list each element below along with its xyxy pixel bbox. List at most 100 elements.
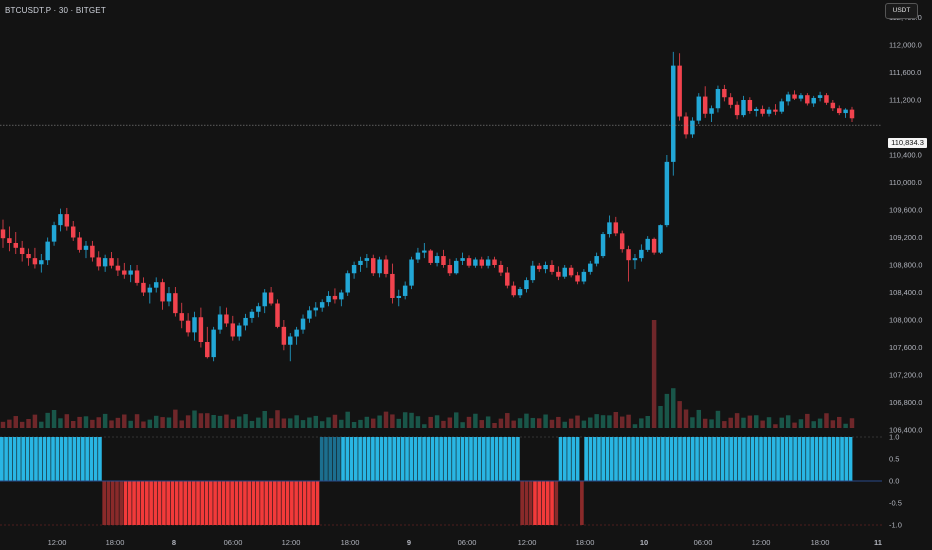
candle: [288, 333, 293, 362]
volume-bar: [658, 406, 663, 428]
osc-bar: [46, 437, 51, 481]
candle: [339, 289, 344, 307]
volume-bar: [754, 415, 759, 428]
candle: [741, 95, 746, 118]
candle: [453, 258, 459, 275]
time-tick-label: 12:00: [48, 538, 67, 547]
candle: [205, 326, 210, 359]
volume-bar: [294, 415, 299, 428]
price-tick-label: 108,000.0: [889, 316, 922, 325]
candle: [830, 100, 836, 111]
osc-bar: [221, 481, 226, 525]
volume-bar: [747, 415, 753, 428]
osc-bar: [170, 481, 175, 525]
osc-bar: [486, 437, 490, 481]
candle: [122, 262, 127, 279]
osc-bar: [59, 437, 64, 481]
volume-bar: [619, 416, 625, 428]
candle: [517, 287, 523, 298]
candle: [160, 278, 165, 310]
volume-bar: [568, 418, 574, 428]
osc-bar: [315, 481, 320, 525]
volume-bar: [600, 415, 606, 428]
osc-bar: [388, 437, 392, 481]
osc-bar: [477, 437, 482, 481]
candle: [39, 254, 44, 273]
osc-bar: [302, 481, 307, 525]
candle: [690, 117, 695, 138]
osc-bar: [554, 481, 559, 525]
osc-tick-label: 0.5: [889, 455, 899, 464]
volume-bar: [90, 419, 95, 428]
candle: [371, 254, 376, 276]
candle: [549, 260, 555, 275]
currency-button[interactable]: USDT: [885, 3, 918, 19]
volume-bar: [147, 419, 153, 428]
volume-bar: [588, 417, 593, 428]
volume-bar: [562, 421, 567, 428]
osc-bar: [456, 437, 461, 481]
osc-bar: [102, 481, 107, 525]
osc-bar: [4, 437, 8, 481]
last-price-label: 110,834.3: [888, 138, 927, 148]
osc-bar: [605, 437, 610, 481]
candle: [211, 326, 216, 362]
candle: [766, 106, 772, 117]
osc-bar: [140, 481, 145, 525]
candle: [581, 269, 587, 285]
volume-bar: [696, 409, 702, 428]
volume-bar: [792, 422, 797, 428]
osc-bar: [162, 481, 166, 525]
volume-bar: [192, 410, 197, 428]
price-axis[interactable]: 112,400.0112,000.0111,600.0111,200.0110,…: [889, 13, 922, 435]
price-tick-label: 108,400.0: [889, 288, 922, 297]
candle: [632, 254, 638, 270]
osc-bar: [260, 481, 264, 525]
osc-bar: [29, 437, 34, 481]
osc-bar: [187, 481, 192, 525]
osc-bar: [63, 437, 68, 481]
volume-bar: [217, 415, 223, 428]
candle: [677, 53, 682, 121]
osc-bar: [618, 437, 623, 481]
candle: [817, 91, 823, 102]
candle: [709, 105, 714, 122]
volume-bar: [607, 415, 612, 428]
osc-bar: [341, 437, 345, 481]
candle: [696, 93, 702, 125]
volume-bar: [734, 413, 740, 428]
candle: [351, 261, 357, 279]
volume-bar: [332, 414, 338, 428]
volume-bar: [849, 418, 855, 428]
candle: [485, 256, 491, 269]
volume-bar: [230, 419, 236, 428]
osc-bar: [622, 437, 627, 481]
price-tick-label: 109,200.0: [889, 233, 922, 242]
candle: [568, 265, 574, 278]
candle: [402, 281, 408, 300]
osc-bar: [580, 481, 584, 525]
volume-bar: [319, 421, 325, 428]
osc-bar: [183, 481, 188, 525]
osc-bar: [81, 437, 85, 481]
osc-bar: [123, 481, 128, 525]
osc-bar: [742, 437, 746, 481]
osc-bar: [396, 437, 401, 481]
candle: [77, 232, 82, 253]
volume-bar: [409, 412, 414, 428]
osc-bar: [524, 481, 529, 525]
volume-bar: [58, 418, 63, 428]
candle: [396, 289, 402, 307]
volume-bar: [26, 419, 31, 428]
volume-bar: [0, 421, 6, 428]
oscillator-axis[interactable]: 1.0 0.5 0.0 -0.5 -1.0: [889, 433, 902, 530]
volume-bar: [671, 388, 676, 428]
osc-bar: [132, 481, 136, 525]
time-axis[interactable]: 12:00 18:00 8 06:00 12:00 18:00 9 06:00 12:00 18:…: [48, 538, 882, 547]
osc-bar: [213, 481, 217, 525]
osc-bar: [196, 481, 200, 525]
osc-bar: [115, 481, 119, 525]
candle: [102, 254, 108, 272]
osc-tick-label: -0.5: [889, 499, 902, 508]
